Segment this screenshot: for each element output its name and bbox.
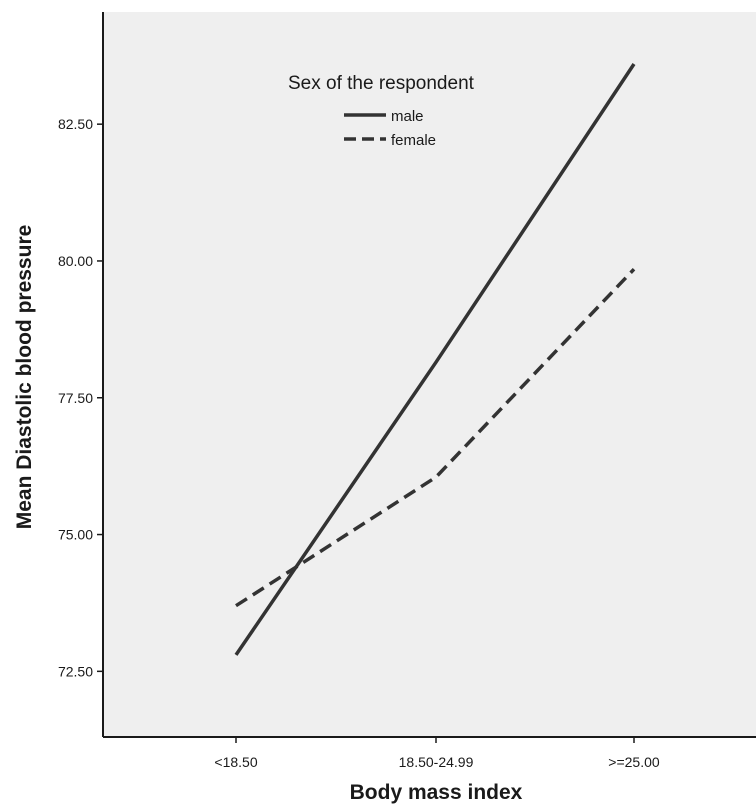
y-tick-label: 75.00	[58, 527, 93, 543]
series-lines	[234, 63, 636, 656]
legend-title: Sex of the respondent	[288, 73, 475, 94]
x-tick-label: <18.50	[214, 754, 257, 770]
y-tick-label: 77.50	[58, 390, 93, 406]
y-tick-label: 72.50	[58, 663, 93, 679]
legend: Sex of the respondent male female	[288, 73, 475, 149]
y-axis-title: Mean Diastolic blood pressure	[13, 225, 36, 530]
y-axis-ticks: 72.50 75.00 77.50 80.00 82.50	[58, 116, 103, 679]
x-tick-label: >=25.00	[608, 754, 660, 770]
y-tick-label: 80.00	[58, 253, 93, 269]
x-axis-title: Body mass index	[350, 781, 523, 804]
series-line-male	[234, 63, 636, 656]
y-tick-label: 82.50	[58, 116, 93, 132]
series-line-female	[235, 267, 636, 608]
legend-label-female: female	[391, 132, 436, 149]
x-axis-ticks: <18.50 18.50-24.99 >=25.00	[214, 737, 660, 770]
x-tick-label: 18.50-24.99	[399, 754, 474, 770]
legend-label-male: male	[391, 108, 424, 125]
